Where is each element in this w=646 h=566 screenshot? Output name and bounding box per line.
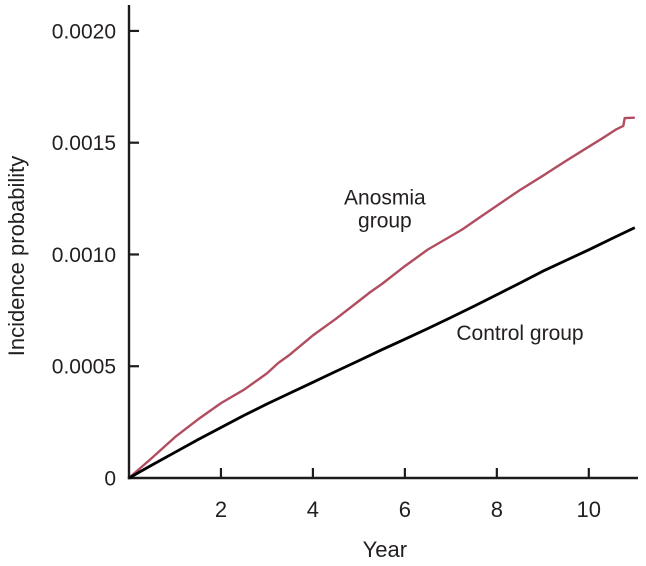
x-tick-label: 6	[399, 497, 411, 522]
x-tick-label: 2	[215, 497, 227, 522]
series-annotation-label: group	[358, 210, 412, 233]
series-annotation-label: Control group	[456, 322, 583, 345]
y-tick-label: 0	[104, 468, 116, 491]
x-axis-title: Year	[363, 537, 407, 562]
y-tick-label: 0.0015	[52, 132, 116, 155]
series-annotation-label: Anosmia	[344, 187, 426, 210]
y-tick-label: 0.0005	[52, 356, 116, 379]
series-line-anosmia-group	[128, 116, 635, 479]
y-tick-label: 0.0020	[52, 20, 116, 43]
y-axis-title: Incidence probability	[4, 156, 29, 357]
x-tick-label: 10	[577, 497, 601, 522]
x-tick-label: 4	[307, 497, 319, 522]
series-line-control-group	[128, 226, 636, 480]
x-tick-label: 8	[491, 497, 503, 522]
y-tick-label: 0.0010	[52, 244, 116, 267]
